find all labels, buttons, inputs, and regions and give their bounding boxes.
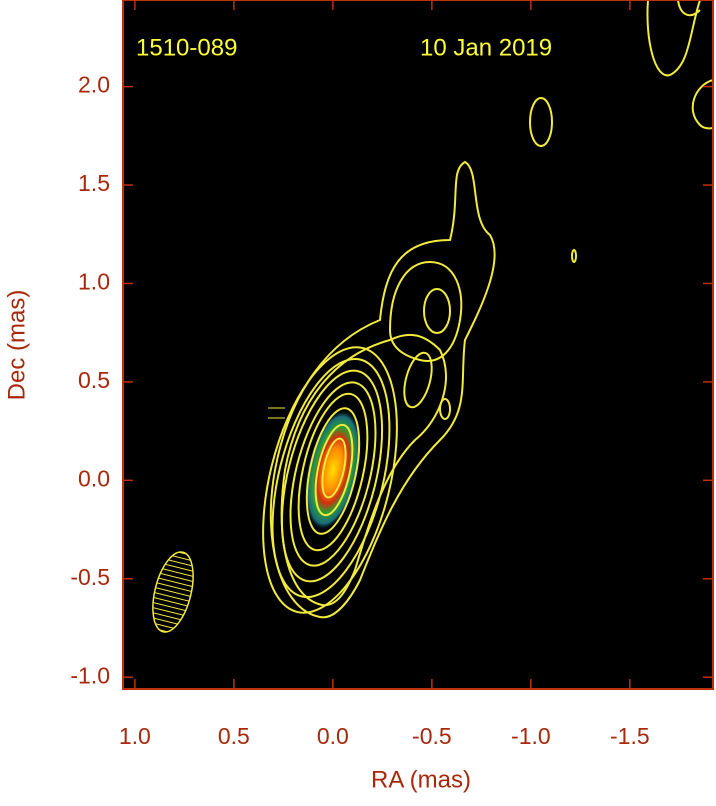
x-tick-label: -1.0 [511, 723, 551, 749]
contour [388, 260, 463, 362]
contour-map [152, 0, 713, 633]
observation-date: 10 Jan 2019 [420, 34, 552, 61]
contour [271, 357, 391, 599]
x-axis-label: RA (mas) [371, 766, 471, 793]
y-tick-label: 1.5 [78, 170, 110, 196]
y-tick-label: -1.0 [70, 662, 110, 688]
y-tick-label: 1.0 [78, 269, 110, 295]
y-tick-label: 0.5 [78, 367, 110, 393]
y-axis-label: Dec (mas) [3, 290, 30, 401]
x-tick-label: -0.5 [412, 723, 452, 749]
contour [423, 288, 451, 334]
x-tick-label: 0.0 [317, 723, 349, 749]
contour [289, 381, 377, 567]
x-tick-label: 1.0 [119, 723, 151, 749]
contour [269, 160, 496, 619]
contour [262, 346, 398, 614]
contour [571, 249, 577, 263]
y-tick-label: 2.0 [78, 72, 110, 98]
x-tick-label: 0.5 [218, 723, 250, 749]
contour [297, 392, 369, 552]
contour [529, 97, 553, 147]
y-tick-label: -0.5 [70, 564, 110, 590]
plot-frame [122, 0, 714, 690]
contour [321, 437, 347, 499]
contour [439, 398, 451, 420]
contour [305, 407, 361, 535]
contour [314, 423, 354, 517]
source-name: 1510-089 [136, 34, 237, 61]
beam [152, 551, 194, 633]
contour [677, 0, 701, 17]
contour [403, 351, 433, 409]
contour [280, 369, 384, 583]
x-tick-label: -1.5 [610, 723, 650, 749]
contour [646, 0, 701, 77]
contour [691, 79, 713, 130]
plot-area [123, 0, 713, 689]
y-tick-label: 0.0 [78, 465, 110, 491]
